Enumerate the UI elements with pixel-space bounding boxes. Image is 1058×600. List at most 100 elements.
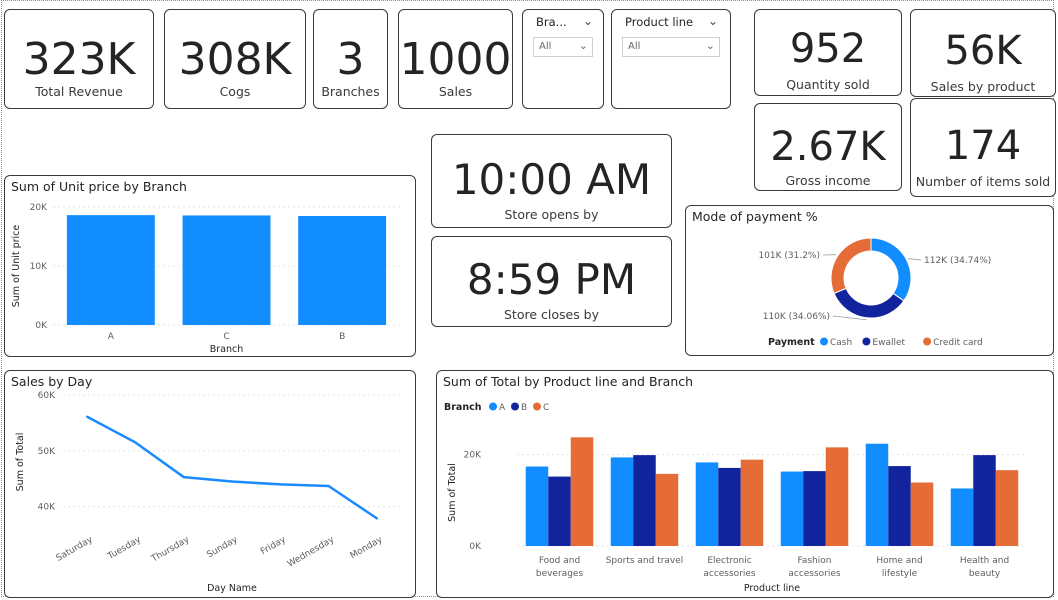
bar: [740, 459, 764, 546]
kpi-card-sales[interactable]: 1000 Sales: [398, 9, 513, 109]
legend-marker: [511, 402, 519, 411]
kpi-card-sales-by-product[interactable]: 56K Sales by product: [910, 9, 1056, 97]
x-tick-label: Friday: [259, 535, 288, 558]
data-point: [327, 484, 330, 488]
payment-donut-chart: 112K (34.74%) 110K (34.06%) 101K (31.2%) Pa…: [758, 237, 991, 348]
legend-title: Payment: [768, 337, 815, 348]
x-axis-label: Branch: [210, 344, 244, 355]
legend-marker: [862, 337, 871, 346]
slicer-title: Bra...: [536, 15, 567, 29]
x-tick-label: B: [339, 332, 345, 342]
leader-line: [908, 258, 922, 261]
sales-by-day-line-chart: 40K 50K 60K Saturday Tuesday Thursday Sunday Fr…: [15, 391, 401, 594]
x-tick-label: Fashion: [798, 556, 832, 566]
legend-entry: C: [543, 403, 549, 413]
kpi-value: 323K: [22, 34, 136, 85]
bar: [548, 476, 571, 546]
slicer-selected-value: All: [539, 41, 552, 52]
unit-price-by-branch-chart[interactable]: Sum of Unit price by Branch 0K 10K 20K A C B B…: [4, 175, 416, 357]
kpi-label: Cogs: [219, 84, 251, 99]
bar: [973, 455, 996, 546]
y-tick-label: 60K: [38, 391, 56, 401]
data-point: [230, 480, 234, 483]
bar: [995, 470, 1019, 546]
bar: [803, 471, 826, 546]
data-point: [375, 517, 379, 520]
product-line-slicer-dropdown[interactable]: All ⌄: [622, 37, 720, 57]
data-point: [134, 441, 137, 444]
y-axis-label: Sum of Total: [15, 433, 26, 492]
x-tick-label: A: [108, 332, 115, 342]
kpi-card-store-closes[interactable]: 8:59 PM Store closes by: [431, 236, 672, 327]
y-tick-label: 50K: [38, 447, 56, 457]
kpi-value: 10:00 AM: [451, 155, 652, 204]
chevron-down-icon[interactable]: ⌄: [707, 14, 718, 28]
bar: [66, 215, 155, 325]
y-axis-label: Sum of Total: [447, 463, 458, 522]
kpi-value: 56K: [944, 28, 1022, 74]
x-tick-label: Food and: [539, 556, 580, 566]
unit-price-bar-chart: 0K 10K 20K A C B Branch Sum of Unit price: [11, 203, 400, 355]
legend-entry: A: [499, 403, 506, 413]
bar: [825, 447, 849, 546]
leader-line: [832, 315, 867, 321]
x-axis-label: Product line: [744, 583, 800, 594]
kpi-label: Store opens by: [504, 207, 599, 222]
bar: [610, 457, 634, 546]
branch-slicer-dropdown[interactable]: All ⌄: [533, 37, 593, 57]
chevron-down-icon: ⌄: [578, 39, 588, 52]
chevron-down-icon[interactable]: ⌄: [582, 14, 593, 28]
y-tick-label: 10K: [30, 262, 48, 272]
data-point: [182, 475, 185, 479]
y-tick-label: 20K: [464, 451, 482, 461]
x-tick-label: Wednesday: [286, 535, 337, 570]
bar: [780, 471, 804, 546]
bar: [525, 466, 549, 546]
kpi-card-quantity-sold[interactable]: 952 Quantity sold: [754, 9, 902, 96]
bar: [655, 473, 679, 546]
x-tick-label: Electronic: [707, 556, 751, 566]
x-tick-label: Saturday: [55, 535, 96, 564]
kpi-value: 308K: [178, 34, 292, 85]
branch-slicer[interactable]: Bra... ⌄ All ⌄: [522, 9, 604, 109]
bar: [298, 215, 387, 325]
kpi-label: Sales: [438, 84, 473, 99]
series-line: [86, 415, 378, 520]
legend-marker: [533, 402, 541, 411]
bar: [695, 462, 719, 546]
donut-slice: [830, 237, 872, 295]
kpi-value: 952: [789, 26, 867, 72]
kpi-label: Store closes by: [503, 307, 600, 322]
legend-entry: B: [521, 403, 527, 413]
bar: [182, 215, 271, 325]
kpi-card-branches[interactable]: 3 Branches: [313, 9, 388, 109]
x-tick-label: Monday: [349, 535, 385, 562]
mode-of-payment-chart[interactable]: Mode of payment % 112K (34.74%) 110K (34.…: [685, 205, 1054, 356]
kpi-label: Number of items sold: [915, 174, 1051, 189]
kpi-card-store-opens[interactable]: 10:00 AM Store opens by: [431, 134, 672, 228]
kpi-card-total-revenue[interactable]: 323K Total Revenue: [4, 9, 154, 109]
slicer-selected-value: All: [628, 41, 641, 52]
x-tick-label: accessories: [703, 569, 756, 579]
legend-marker: [923, 337, 932, 346]
sales-by-day-chart[interactable]: Sales by Day 40K 50K 60K Saturday Tuesday Thu…: [4, 370, 416, 598]
kpi-card-items-sold[interactable]: 174 Number of items sold: [910, 98, 1056, 197]
y-tick-label: 20K: [30, 203, 48, 213]
x-tick-label: C: [223, 332, 229, 342]
product-line-slicer[interactable]: Product line ⌄ All ⌄: [611, 9, 731, 109]
x-tick-label: accessories: [788, 569, 841, 579]
chevron-down-icon: ⌄: [705, 39, 715, 52]
kpi-card-cogs[interactable]: 308K Cogs: [164, 9, 306, 109]
kpi-value: 1000: [399, 34, 512, 85]
kpi-label: Total Revenue: [35, 84, 123, 99]
x-tick-label: beverages: [536, 569, 584, 579]
kpi-card-gross-income[interactable]: 2.67K Gross income: [754, 103, 902, 191]
legend-title: Branch: [444, 402, 482, 413]
kpi-label: Branches: [321, 84, 380, 99]
bar: [910, 482, 934, 546]
x-axis-label: Day Name: [207, 583, 257, 594]
product-branch-clustered-bar-chart: 0K 20K Branch A B C Food and beverages Sports an…: [444, 402, 1027, 594]
kpi-label: Gross income: [785, 173, 871, 188]
total-by-product-branch-chart[interactable]: Sum of Total by Product line and Branch …: [436, 370, 1054, 598]
